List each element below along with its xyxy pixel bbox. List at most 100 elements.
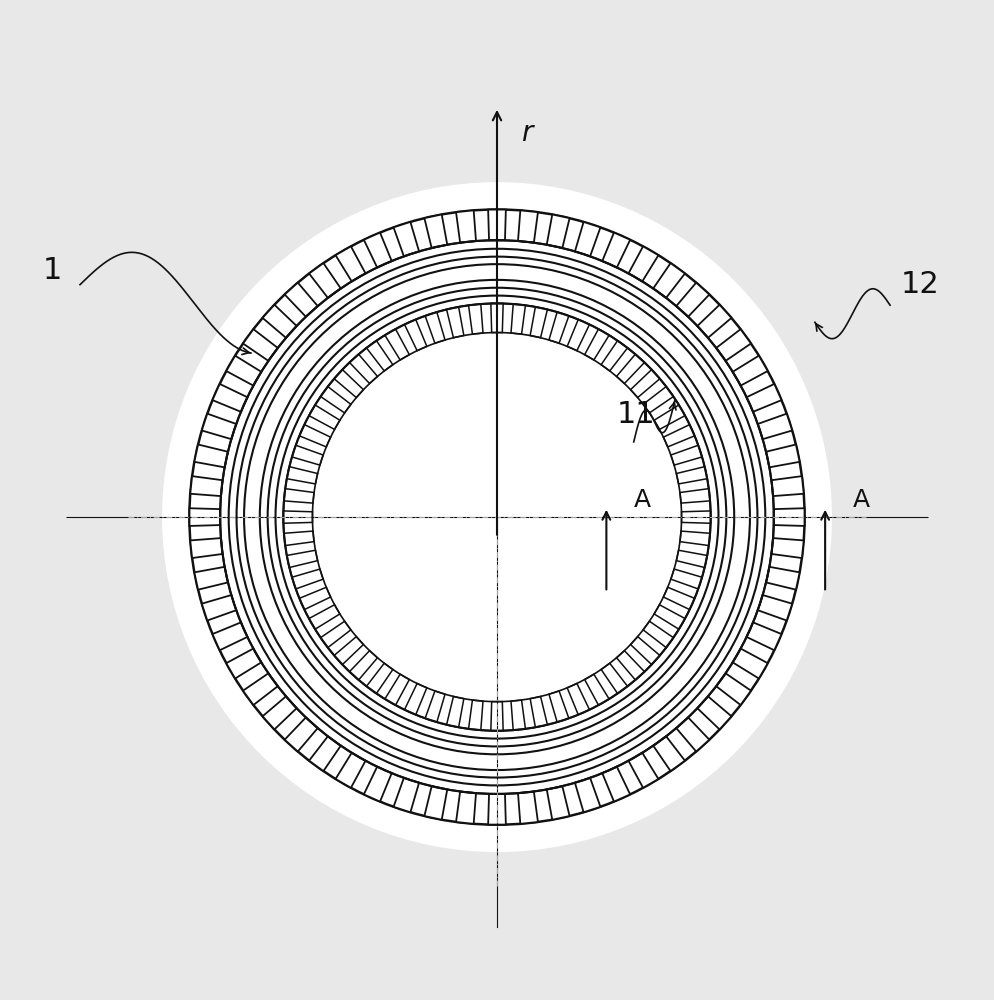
Polygon shape	[733, 356, 767, 386]
Polygon shape	[616, 354, 644, 384]
Polygon shape	[446, 307, 464, 338]
Polygon shape	[213, 622, 248, 650]
Polygon shape	[284, 531, 314, 546]
Polygon shape	[195, 444, 228, 467]
Polygon shape	[284, 717, 318, 752]
Polygon shape	[757, 595, 792, 621]
Polygon shape	[425, 312, 445, 343]
Polygon shape	[766, 444, 799, 467]
Polygon shape	[292, 445, 323, 465]
Polygon shape	[773, 508, 804, 526]
Polygon shape	[746, 384, 781, 412]
Polygon shape	[575, 778, 600, 812]
Polygon shape	[663, 587, 695, 610]
Polygon shape	[468, 700, 483, 730]
Polygon shape	[584, 329, 609, 360]
Text: A: A	[634, 488, 651, 512]
Polygon shape	[262, 696, 296, 729]
Polygon shape	[350, 651, 378, 680]
Polygon shape	[602, 233, 630, 268]
Polygon shape	[549, 312, 569, 343]
Polygon shape	[195, 567, 228, 590]
Polygon shape	[746, 622, 781, 650]
Polygon shape	[601, 341, 627, 371]
Polygon shape	[394, 778, 419, 812]
Polygon shape	[190, 508, 221, 526]
Polygon shape	[653, 263, 685, 298]
Polygon shape	[671, 445, 702, 465]
Polygon shape	[446, 696, 464, 727]
Polygon shape	[488, 210, 506, 240]
Polygon shape	[676, 550, 707, 568]
Polygon shape	[549, 691, 569, 722]
Text: r: r	[521, 119, 533, 147]
Polygon shape	[394, 222, 419, 256]
Polygon shape	[757, 414, 792, 439]
Polygon shape	[568, 320, 589, 351]
Polygon shape	[321, 621, 351, 648]
Polygon shape	[287, 550, 318, 568]
Polygon shape	[616, 651, 644, 680]
Polygon shape	[518, 791, 538, 824]
Polygon shape	[309, 605, 340, 629]
Polygon shape	[676, 467, 707, 484]
Polygon shape	[309, 736, 341, 771]
Polygon shape	[663, 425, 695, 447]
Polygon shape	[547, 214, 570, 248]
Polygon shape	[456, 210, 476, 243]
Polygon shape	[653, 736, 685, 771]
Polygon shape	[628, 753, 658, 788]
Polygon shape	[334, 637, 364, 665]
Polygon shape	[568, 683, 589, 715]
Circle shape	[284, 304, 710, 730]
Polygon shape	[299, 587, 331, 610]
Polygon shape	[287, 467, 318, 484]
Polygon shape	[405, 683, 426, 715]
Polygon shape	[385, 674, 410, 705]
Polygon shape	[213, 384, 248, 412]
Polygon shape	[385, 329, 410, 360]
Polygon shape	[643, 621, 673, 648]
Polygon shape	[698, 305, 732, 338]
Polygon shape	[336, 753, 366, 788]
Polygon shape	[262, 305, 296, 338]
Polygon shape	[292, 569, 323, 589]
Polygon shape	[227, 649, 261, 679]
Polygon shape	[336, 246, 366, 281]
Polygon shape	[771, 476, 804, 496]
Text: A: A	[853, 488, 870, 512]
Polygon shape	[299, 425, 331, 447]
Polygon shape	[601, 663, 627, 693]
Polygon shape	[630, 637, 660, 665]
Circle shape	[314, 334, 680, 700]
Polygon shape	[456, 791, 476, 824]
Polygon shape	[671, 569, 702, 589]
Polygon shape	[575, 222, 600, 256]
Polygon shape	[405, 320, 426, 351]
Polygon shape	[584, 674, 609, 705]
Polygon shape	[202, 595, 237, 621]
Polygon shape	[309, 405, 340, 429]
Polygon shape	[284, 489, 314, 503]
Polygon shape	[491, 304, 503, 333]
Polygon shape	[425, 691, 445, 722]
Circle shape	[190, 209, 804, 825]
Polygon shape	[491, 702, 503, 731]
Polygon shape	[364, 233, 392, 268]
Polygon shape	[511, 700, 526, 730]
Polygon shape	[518, 210, 538, 243]
Polygon shape	[771, 538, 804, 558]
Polygon shape	[190, 476, 223, 496]
Polygon shape	[321, 387, 351, 413]
Circle shape	[162, 182, 832, 852]
Polygon shape	[717, 673, 751, 705]
Polygon shape	[364, 767, 392, 802]
Polygon shape	[676, 283, 710, 317]
Polygon shape	[190, 538, 223, 558]
Polygon shape	[643, 387, 673, 413]
Polygon shape	[530, 307, 548, 338]
Polygon shape	[424, 214, 447, 248]
Text: 11: 11	[616, 400, 655, 429]
Polygon shape	[717, 329, 751, 361]
Polygon shape	[284, 283, 318, 317]
